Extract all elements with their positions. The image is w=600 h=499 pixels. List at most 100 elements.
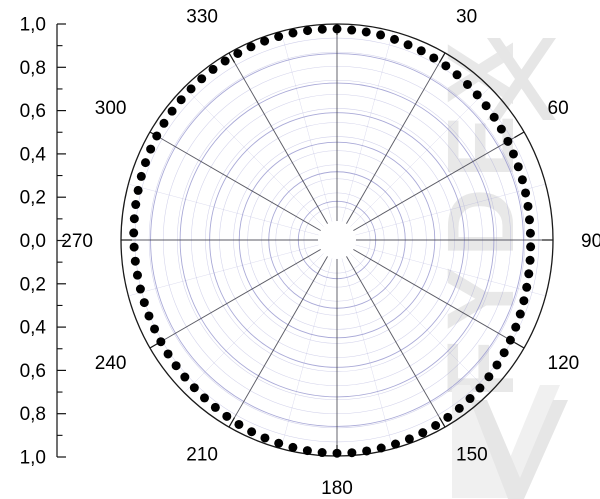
data-point-marker <box>146 144 156 154</box>
data-point-marker <box>515 309 525 319</box>
data-point-marker <box>481 101 491 111</box>
theta-tick-label: 90 <box>581 231 600 252</box>
data-point-marker <box>431 421 441 430</box>
grid-spoke <box>336 239 525 349</box>
data-point-marker <box>260 36 270 46</box>
r-axis-tick-label: 0,2 <box>20 188 46 209</box>
data-point-marker <box>522 282 532 292</box>
data-point-marker <box>429 53 439 63</box>
data-point-marker <box>220 56 230 66</box>
grid-spoke <box>228 239 338 428</box>
grid-spoke <box>336 131 525 241</box>
grid-spoke-minor <box>355 244 546 297</box>
data-point-marker <box>376 443 386 453</box>
data-point-marker <box>362 446 372 456</box>
data-point-marker <box>332 448 342 458</box>
grid-spoke <box>149 131 338 241</box>
data-point-marker <box>376 30 386 40</box>
grid-spoke <box>149 239 338 349</box>
theta-tick-label: 180 <box>321 478 353 499</box>
theta-tick <box>228 417 236 428</box>
r-axis-tick-label: 0,0 <box>20 231 46 252</box>
data-point-marker <box>416 46 426 56</box>
data-point-marker <box>135 284 145 294</box>
data-point-marker <box>288 28 298 38</box>
grid-spoke-minor <box>341 31 394 222</box>
data-point-marker <box>391 439 401 449</box>
r-axis-tick-label: 0,8 <box>20 404 46 425</box>
r-axis-ticks <box>57 23 66 458</box>
data-point-marker <box>152 131 162 141</box>
center-hole <box>318 221 356 259</box>
data-point-marker <box>492 360 502 370</box>
data-point-marker <box>499 348 509 358</box>
data-point-marker <box>208 64 218 74</box>
data-point-marker <box>222 411 232 421</box>
grid-spoke-minor <box>350 253 490 393</box>
theta-tick <box>514 131 525 139</box>
data-point-marker <box>454 403 464 413</box>
grid-spoke <box>336 52 446 241</box>
theta-tick-label: 210 <box>186 445 218 466</box>
data-point-marker <box>524 215 534 225</box>
data-point-marker <box>130 256 140 266</box>
theta-tick-label: 270 <box>61 231 93 252</box>
data-point-marker <box>523 201 533 211</box>
data-point-marker <box>508 149 518 159</box>
data-point-marker <box>526 242 536 252</box>
grid-spoke-minor <box>128 183 319 236</box>
data-point-marker <box>517 175 527 185</box>
grid-spoke-minor <box>184 253 324 393</box>
theta-tick-label: 240 <box>95 353 127 374</box>
data-point-marker <box>247 427 257 437</box>
r-axis-tick-label: 0,8 <box>20 58 46 79</box>
data-point-marker <box>521 188 531 198</box>
grid-spoke-minor <box>355 183 546 236</box>
data-point-marker <box>171 361 181 371</box>
data-point-marker <box>246 42 256 52</box>
r-axis-tick-label: 0,4 <box>20 144 47 165</box>
data-point-marker <box>465 394 475 404</box>
data-point-marker <box>156 337 166 347</box>
watermark-chevron-icon <box>470 400 568 499</box>
watermark-x-icon <box>487 38 556 120</box>
data-point-marker <box>274 438 284 448</box>
grid-spoke <box>228 52 338 241</box>
data-point-marker <box>441 61 451 71</box>
r-axis-tick-label: 1,0 <box>20 448 46 469</box>
data-point-marker <box>462 79 472 89</box>
data-point-marker <box>503 136 513 146</box>
data-point-marker <box>186 84 196 94</box>
data-point-marker <box>136 171 146 181</box>
data-point-marker <box>234 419 244 429</box>
data-point-marker <box>199 393 209 403</box>
data-point-marker <box>404 434 414 444</box>
data-point-marker <box>525 228 535 238</box>
theta-tick-label: 330 <box>186 7 218 28</box>
theta-tick-label: 60 <box>548 98 569 119</box>
scatter-data-markers <box>129 24 536 458</box>
theta-tick <box>438 52 446 63</box>
data-point-marker <box>176 95 186 105</box>
polar-grid-spokes <box>121 24 553 456</box>
r-axis-tick-label: 0,6 <box>20 101 46 122</box>
grid-spoke-minor <box>280 31 333 222</box>
theta-tick-label: 150 <box>456 445 488 466</box>
data-point-marker <box>472 90 482 100</box>
theta-tick <box>228 52 236 63</box>
theta-tick-label: 120 <box>548 353 580 374</box>
data-point-marker <box>233 48 243 58</box>
data-point-marker <box>132 270 142 280</box>
data-point-marker <box>525 255 535 265</box>
data-point-marker <box>129 214 139 224</box>
data-point-marker <box>197 74 207 84</box>
data-point-marker <box>180 372 190 382</box>
data-point-marker <box>524 269 534 279</box>
data-point-marker <box>361 27 371 37</box>
data-point-marker <box>403 40 413 50</box>
theta-tick-label: 30 <box>456 7 477 28</box>
